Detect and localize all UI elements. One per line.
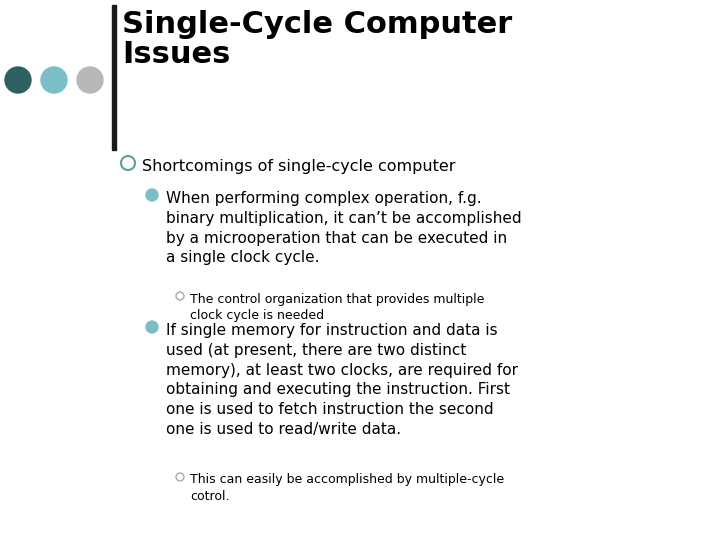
Text: Shortcomings of single-cycle computer: Shortcomings of single-cycle computer: [142, 159, 456, 174]
Text: Single-Cycle Computer: Single-Cycle Computer: [122, 10, 512, 39]
Text: When performing complex operation, f.g.
binary multiplication, it can’t be accom: When performing complex operation, f.g. …: [166, 191, 521, 265]
Text: The control organization that provides multiple
clock cycle is needed: The control organization that provides m…: [190, 293, 485, 322]
Text: Issues: Issues: [122, 40, 230, 69]
Circle shape: [5, 67, 31, 93]
Circle shape: [146, 321, 158, 333]
Circle shape: [146, 189, 158, 201]
Circle shape: [41, 67, 67, 93]
Bar: [112, 5, 116, 150]
Text: This can easily be accomplished by multiple-cycle
cotrol.: This can easily be accomplished by multi…: [190, 473, 504, 503]
Text: If single memory for instruction and data is
used (at present, there are two dis: If single memory for instruction and dat…: [166, 323, 518, 437]
Circle shape: [77, 67, 103, 93]
